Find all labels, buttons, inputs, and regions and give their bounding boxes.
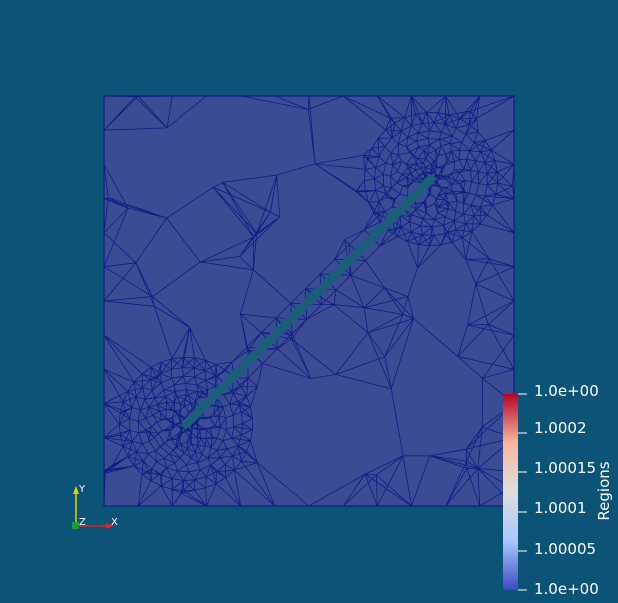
- colorbar-label-max: 1.0e+00: [534, 382, 599, 400]
- axis-label-z: Z: [79, 517, 86, 528]
- axis-label-y: Y: [79, 484, 86, 495]
- colorbar-ticks: [518, 393, 527, 591]
- axis-label-x: X: [111, 517, 118, 528]
- colorbar-label: 1.00005: [534, 540, 597, 558]
- crack-fracture: [181, 174, 436, 429]
- colorbar-title: Regions: [595, 461, 613, 521]
- colorbar-label: 1.0002: [534, 419, 587, 437]
- colorbar-label-min: 1.0e+00: [534, 580, 599, 598]
- mesh-boundary: [103, 95, 515, 507]
- colorbar-label: 1.0001: [534, 499, 587, 517]
- colorbar-label: 1.00015: [534, 459, 597, 477]
- colorbar-gradient: [503, 394, 518, 590]
- orientation-axes: [72, 486, 114, 529]
